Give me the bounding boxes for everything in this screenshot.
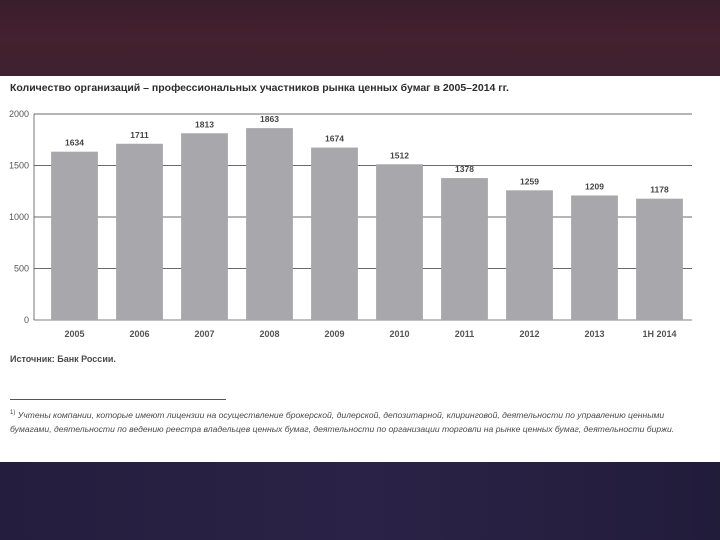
bar [311, 147, 358, 320]
y-tick-label: 1000 [9, 212, 29, 222]
bar-value-label: 1863 [260, 114, 279, 124]
x-tick-label: 2013 [584, 329, 604, 339]
x-tick-label: 2008 [259, 329, 279, 339]
bar-value-label: 1512 [390, 150, 409, 160]
bar [376, 164, 423, 320]
y-tick-label: 500 [14, 264, 29, 274]
x-tick-label: 2005 [64, 329, 84, 339]
bar-chart: 0 500 1000 1500 2000 1634 2005 1711 2006 1813 2007… [9, 109, 692, 339]
x-tick-label: 2006 [129, 329, 149, 339]
footnote-text: Учтены компании, которые имеют лицензии … [10, 409, 675, 434]
source-note: Источник: Банк России. [10, 354, 116, 364]
bottom-decorative-band [0, 462, 720, 540]
footnote: 1) Учтены компании, которые имеют лиценз… [10, 406, 700, 436]
bar-value-label: 1711 [130, 130, 149, 140]
bar-value-label: 1378 [455, 164, 474, 174]
x-tick-label: 2012 [519, 329, 539, 339]
bar-value-label: 1259 [520, 176, 539, 186]
bar [246, 128, 293, 320]
top-decorative-band [0, 0, 720, 76]
bar-value-label: 1674 [325, 134, 344, 144]
bar [636, 198, 683, 320]
footnote-mark: 1) [10, 410, 16, 416]
bar [181, 133, 228, 320]
footnote-divider [10, 399, 226, 400]
bar-value-label: 1178 [650, 185, 669, 195]
x-tick-label: 1H 2014 [642, 329, 676, 339]
x-tick-label: 2007 [194, 329, 214, 339]
y-tick-label: 1500 [9, 161, 29, 171]
x-tick-label: 2010 [389, 329, 409, 339]
bar-value-label: 1209 [585, 181, 604, 191]
x-tick-label: 2009 [324, 329, 344, 339]
x-tick-label: 2011 [455, 329, 475, 339]
bar [571, 195, 618, 320]
slide-content: Количество организаций – профессиональны… [0, 76, 720, 462]
bar [441, 178, 488, 320]
bar [506, 190, 553, 320]
chart-title: Количество организаций – профессиональны… [10, 82, 509, 94]
y-tick-label: 0 [24, 315, 29, 325]
bar [51, 151, 98, 320]
bar-value-label: 1813 [195, 119, 214, 129]
y-tick-label: 2000 [9, 109, 29, 119]
bar [116, 143, 163, 320]
bar-value-label: 1634 [65, 138, 84, 148]
